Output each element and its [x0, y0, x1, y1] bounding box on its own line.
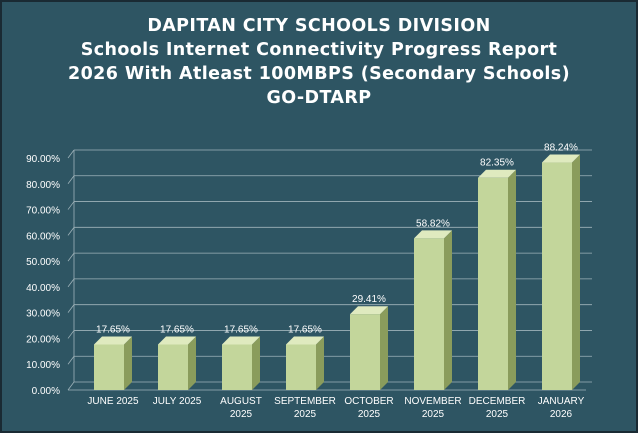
y-tick-label: 0.00%: [32, 386, 60, 397]
y-tick-label: 70.00%: [26, 206, 60, 217]
bar-top: [222, 336, 260, 345]
x-tick-label: JANUARY 2026: [538, 396, 585, 420]
gridline-depth: [67, 252, 75, 262]
data-label: 17.65%: [224, 325, 258, 336]
bar-side: [316, 336, 324, 390]
x-tick-label: AUGUST 2025: [220, 396, 262, 420]
x-tick-label-line: JANUARY: [538, 396, 585, 407]
bar-top: [350, 306, 388, 315]
x-tick-label: JULY 2025: [153, 396, 202, 407]
x-tick-label: DECEMBER 2025: [469, 396, 526, 420]
bar-side: [508, 169, 516, 390]
y-tick-label: 40.00%: [26, 283, 60, 294]
x-tick-label-line: 2026: [550, 409, 573, 420]
y-tick-label: 30.00%: [26, 309, 60, 320]
bar: [286, 344, 316, 390]
title-line-3: 2026 With Atleast 100MBPS (Secondary Sch…: [68, 64, 570, 84]
x-tick-label: SEPTEMBER 2025: [274, 396, 336, 420]
x-tick-label-line: 2025: [422, 409, 445, 420]
bar: [94, 344, 124, 390]
x-tick-label-line: 2025: [486, 409, 509, 420]
bar-top: [478, 169, 516, 178]
x-tick-label-line: 2025: [358, 409, 381, 420]
title-line-4: GO-DTARP: [266, 88, 372, 108]
y-tick-label: 50.00%: [26, 257, 60, 268]
data-label: 17.65%: [96, 325, 130, 336]
gridline-depth: [67, 330, 75, 339]
x-tick-label-line: DECEMBER: [469, 396, 526, 407]
data-label: 82.35%: [480, 158, 514, 169]
bar-side: [124, 336, 132, 390]
x-tick-label: NOVEMBER 2025: [404, 396, 461, 420]
bar-side: [252, 336, 260, 390]
bar: [350, 314, 380, 390]
data-label: 58.82%: [416, 218, 450, 229]
title-line-1: DAPITAN CITY SCHOOLS DIVISION: [147, 16, 491, 36]
bar-side: [380, 306, 388, 390]
bar-top: [286, 336, 324, 345]
y-tick-label: 90.00%: [26, 154, 60, 165]
bar: [542, 162, 572, 390]
gridline-depth: [67, 201, 75, 210]
data-label: 88.24%: [544, 143, 578, 154]
y-tick-label: 20.00%: [26, 334, 60, 345]
title-line-2: Schools Internet Connectivity Progress R…: [80, 40, 558, 60]
bar: [414, 238, 444, 390]
x-tick-label: JUNE 2025: [87, 396, 139, 407]
bar-top: [94, 336, 132, 345]
bar-side: [188, 336, 196, 390]
bar-side: [444, 230, 452, 390]
x-tick-label-line: NOVEMBER: [404, 396, 461, 407]
x-tick-label: OCTOBER 2025: [344, 396, 393, 420]
gridline-depth: [67, 278, 75, 288]
y-tick-label: 60.00%: [26, 231, 60, 242]
x-tick-label-line: 2025: [294, 409, 317, 420]
bar: [158, 344, 188, 390]
x-tick-label-line: SEPTEMBER: [274, 396, 336, 407]
data-label: 29.41%: [352, 294, 386, 305]
gridline-depth: [67, 304, 75, 313]
bar-side: [572, 154, 580, 390]
x-tick-label-line: AUGUST: [220, 396, 262, 407]
chart-title: DAPITAN CITY SCHOOLS DIVISION Schools In…: [2, 14, 636, 110]
x-tick-label-line: OCTOBER: [344, 396, 393, 407]
y-tick-label: 10.00%: [26, 360, 60, 371]
gridline-depth: [67, 149, 75, 159]
data-label: 17.65%: [288, 325, 322, 336]
x-tick-label-line: JULY 2025: [153, 396, 202, 407]
bar: [222, 344, 252, 390]
y-tick-label: 80.00%: [26, 180, 60, 191]
x-tick-label-line: 2025: [230, 409, 253, 420]
gridline-depth: [67, 227, 75, 236]
bar-top: [158, 336, 196, 345]
gridline-depth: [67, 175, 75, 185]
bar-top: [414, 230, 452, 239]
gridline-depth: [67, 355, 75, 365]
bar-top: [542, 154, 580, 163]
bar: [478, 177, 508, 390]
gridline-depth: [67, 381, 75, 391]
data-label: 17.65%: [160, 325, 194, 336]
x-tick-label-line: JUNE 2025: [87, 396, 139, 407]
